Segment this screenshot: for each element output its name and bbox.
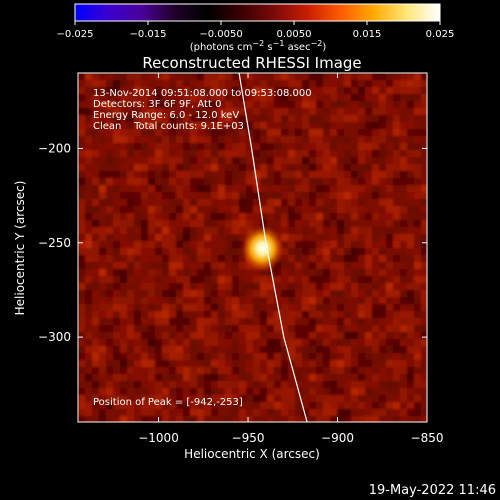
annotation-detectors: Detectors: 3F 6F 9F, Att 0 <box>93 99 221 110</box>
y-tick-label: −200 <box>38 141 71 155</box>
annotation-peak: Position of Peak = [-942,-253] <box>93 397 243 408</box>
x-axis-ticks: −1000 −950 −900 −850 <box>138 73 443 445</box>
y-tick: −200 <box>38 141 427 155</box>
colorbar-tick-label: 0.015 <box>353 29 382 40</box>
chart-title: Reconstructed RHESSI Image <box>142 54 361 72</box>
colorbar-tick: 0.015 <box>353 21 382 40</box>
colorbar-tick: 0.025 <box>426 21 455 40</box>
colorbar-tick-label: −0.025 <box>56 29 93 40</box>
colorbar-tick: −0.025 <box>56 21 94 40</box>
y-tick: −250 <box>38 236 427 250</box>
annotation-method: Clean Total counts: 9.1E+03 <box>93 121 244 132</box>
x-tick: −850 <box>411 73 444 445</box>
colorbar-tick-label: 0.0050 <box>277 29 312 40</box>
x-tick: −1000 <box>138 73 179 445</box>
x-tick-label: −900 <box>321 431 354 445</box>
peak-source <box>240 224 285 273</box>
y-tick: −300 <box>38 330 427 344</box>
annotation-time-range: 13-Nov-2014 09:51:08.000 to 09:53:08.000 <box>93 88 312 99</box>
colorbar-tick-label: 0.025 <box>426 29 455 40</box>
y-tick-label: −250 <box>38 236 71 250</box>
footer-date: 19-May-2022 11:46 <box>369 483 496 498</box>
colorbar-tick-label: −0.015 <box>129 29 166 40</box>
colorbar-tick: −0.015 <box>129 21 167 40</box>
x-tick: −950 <box>232 73 265 445</box>
plot-frame <box>77 72 428 423</box>
colorbar-tick: 0.0050 <box>277 21 312 40</box>
y-axis-ticks: −200 −250 −300 <box>38 141 427 344</box>
residual-pattern <box>78 73 427 422</box>
x-tick-label: −950 <box>232 431 265 445</box>
x-tick: −900 <box>321 73 354 445</box>
colorbar-units: (photons cm−2 s−1 asec−2) <box>190 39 327 53</box>
annotation-energy: Energy Range: 6.0 - 12.0 keV <box>93 110 239 121</box>
colorbar-tick-label: −0.0050 <box>199 29 242 40</box>
colorbar <box>74 3 441 22</box>
x-tick-label: −1000 <box>138 431 179 445</box>
y-tick-label: −300 <box>38 330 71 344</box>
colorbar-ticks: −0.025 −0.015 −0.0050 0.0050 0.015 0.025 <box>56 21 454 40</box>
x-axis-label: Heliocentric X (arcsec) <box>184 447 320 461</box>
heatmap-image <box>78 73 427 422</box>
solar-limb-line <box>238 73 308 422</box>
colorbar-tick: −0.0050 <box>199 21 243 40</box>
annotation-block: 13-Nov-2014 09:51:08.000 to 09:53:08.000… <box>93 88 312 408</box>
x-tick-label: −850 <box>411 431 444 445</box>
y-axis-label: Heliocentric Y (arcsec) <box>13 181 27 316</box>
